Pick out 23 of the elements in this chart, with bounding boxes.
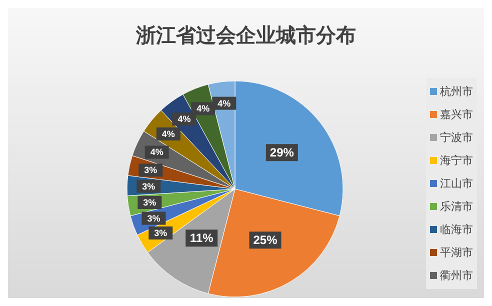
data-label: 25% (253, 233, 278, 248)
data-label: 4% (218, 98, 231, 108)
data-label: 4% (150, 147, 164, 158)
legend-label: 衢州市 (440, 268, 473, 283)
legend-label: 乐清市 (440, 199, 473, 214)
legend-label: 海宁市 (440, 153, 473, 168)
legend-label: 嘉兴市 (440, 107, 473, 122)
legend-label: 平湖市 (440, 245, 473, 260)
data-label: 3% (154, 228, 168, 238)
data-label: 4% (162, 128, 175, 139)
data-label: 11% (190, 231, 214, 246)
data-label: 3% (144, 165, 158, 176)
legend-label: 临海市 (440, 222, 473, 237)
legend-label: 杭州市 (440, 84, 473, 99)
data-label: 4% (196, 104, 210, 114)
legend-label: 宁波市 (440, 130, 473, 145)
legend-label: 江山市 (440, 176, 473, 191)
data-label: 4% (178, 114, 191, 124)
data-label: 3% (147, 213, 160, 224)
chart-title: 浙江省过会企业城市分布 (134, 22, 357, 49)
data-label: 3% (142, 181, 156, 192)
data-label: 29% (270, 146, 294, 160)
data-label: 3% (143, 198, 156, 208)
